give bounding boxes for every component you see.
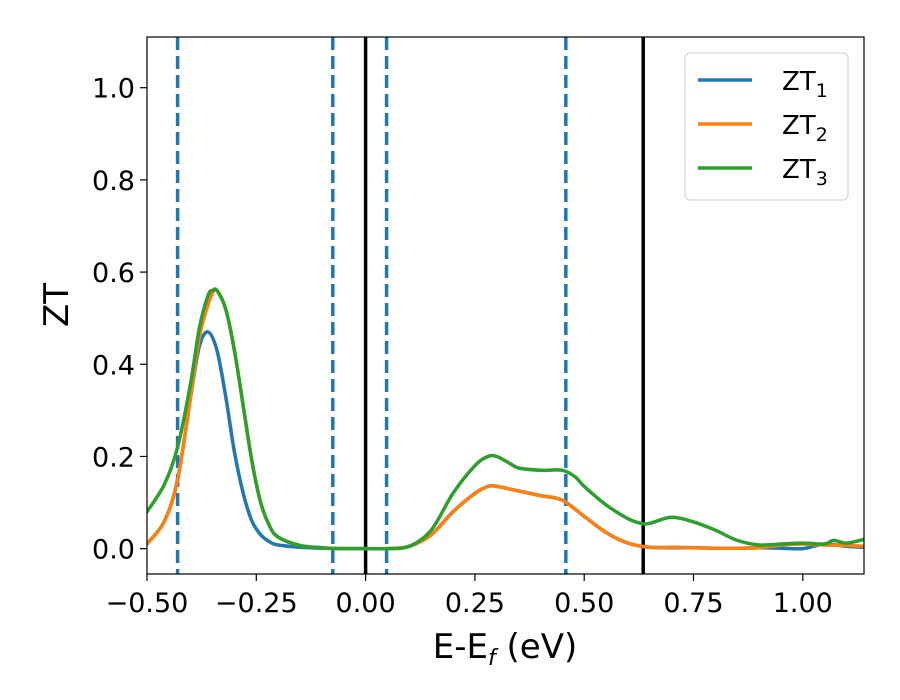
x-tick-label: −0.25 bbox=[215, 588, 298, 619]
y-axis-label: ZT bbox=[37, 283, 77, 327]
y-tick-label: 0.2 bbox=[92, 442, 135, 473]
x-tick-label: 0.25 bbox=[445, 588, 505, 619]
legend-entry-1: ZT1 bbox=[782, 67, 828, 102]
x-tick-label: 1.00 bbox=[773, 588, 833, 619]
legend-entry-2: ZT2 bbox=[782, 111, 828, 146]
x-tick-label: 0.75 bbox=[663, 588, 723, 619]
y-tick-label: 0.4 bbox=[92, 350, 135, 381]
y-axis: 0.0 0.2 0.4 0.6 0.8 1.0 bbox=[92, 74, 147, 566]
x-axis: −0.50 −0.25 0.00 0.25 0.50 0.75 1.00 bbox=[106, 574, 833, 619]
plot-frame bbox=[146, 36, 865, 575]
y-tick-label: 0.8 bbox=[92, 166, 135, 197]
y-tick-label: 0.0 bbox=[92, 535, 135, 566]
x-tick-label: 0.50 bbox=[554, 588, 614, 619]
legend: ZT1 ZT2 ZT3 bbox=[684, 52, 849, 201]
y-tick-label: 1.0 bbox=[92, 74, 135, 105]
y-tick-label: 0.6 bbox=[92, 258, 135, 289]
x-axis-label: E-Ef (eV) bbox=[433, 627, 578, 671]
legend-entry-3: ZT3 bbox=[782, 155, 828, 190]
x-tick-label: 0.00 bbox=[336, 588, 396, 619]
x-tick-label: −0.50 bbox=[106, 588, 189, 619]
legend-box bbox=[684, 52, 849, 201]
series-lines bbox=[147, 287, 864, 551]
series-line-3 bbox=[147, 287, 864, 551]
